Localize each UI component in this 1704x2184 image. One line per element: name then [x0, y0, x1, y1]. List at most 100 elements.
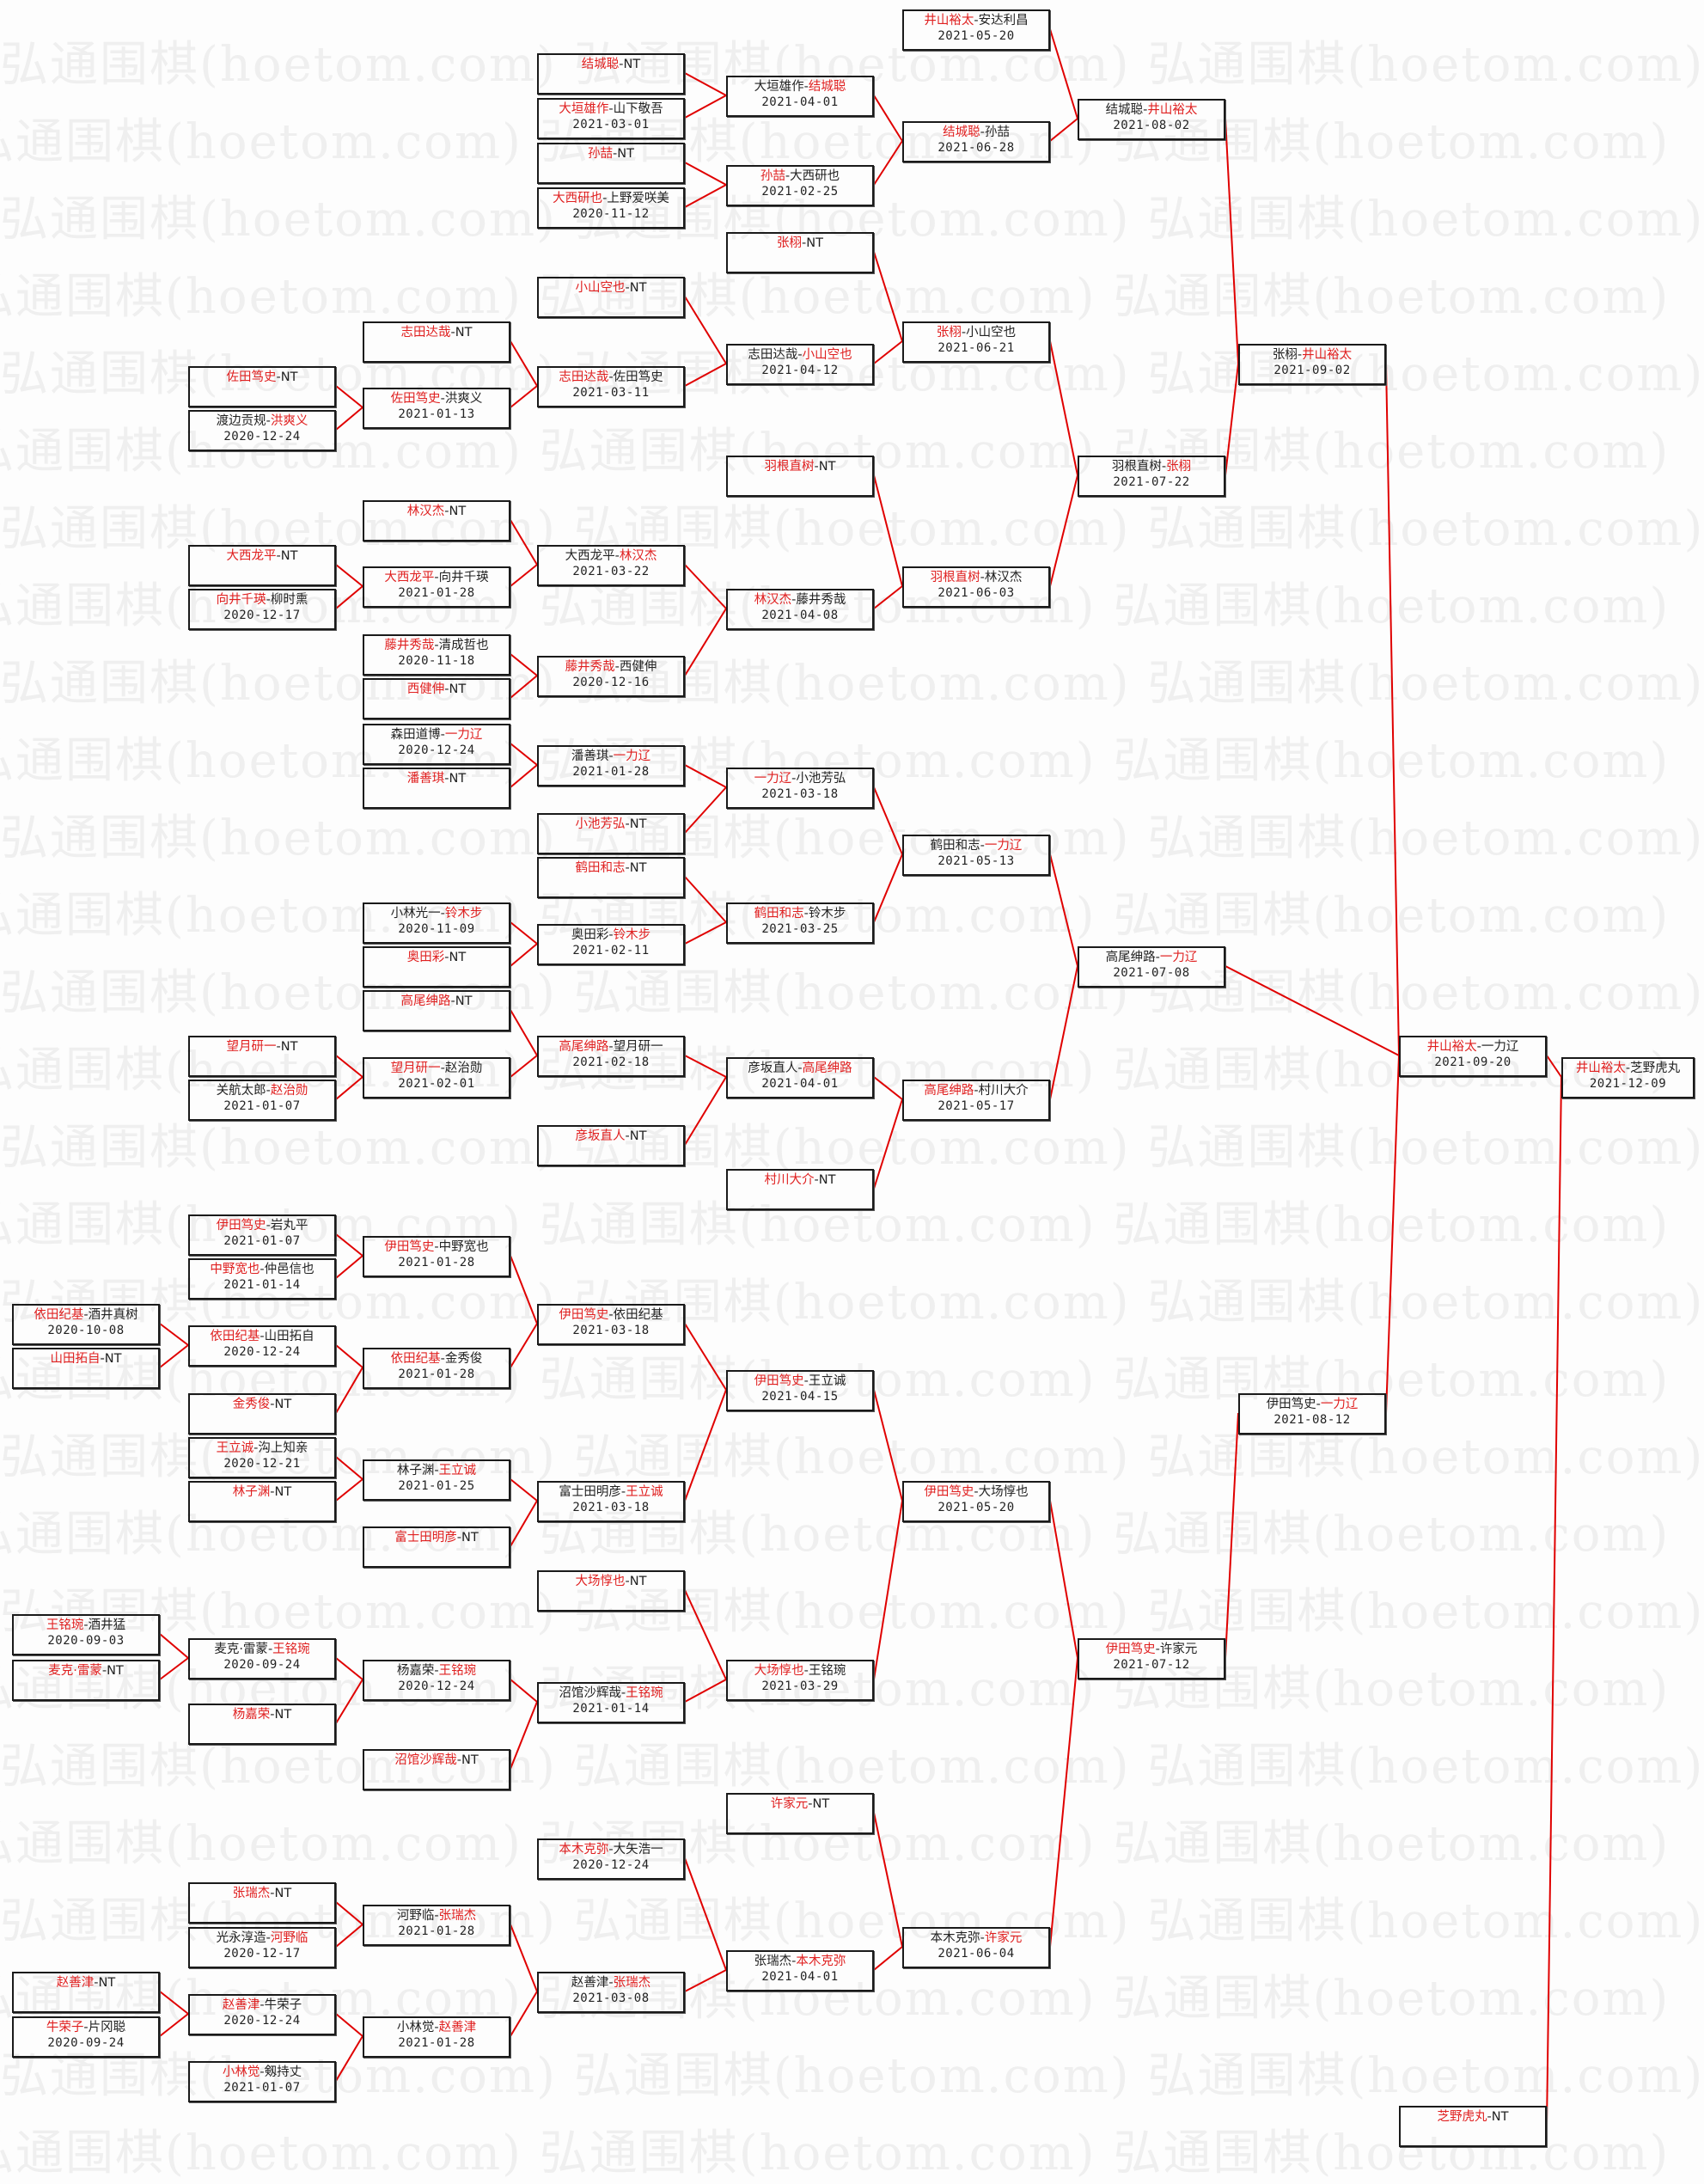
player-1: 鹤田和志	[930, 839, 980, 853]
match-players: 依田纪基-山田拓自	[210, 1330, 314, 1343]
player-1: 依田纪基	[390, 1352, 441, 1366]
separator: -	[440, 392, 445, 406]
connector-line	[1225, 1412, 1239, 1659]
match-date: 2021-01-28	[398, 1256, 475, 1269]
match-box: 高尾绅路-村川大介 2021-05-17	[902, 1080, 1050, 1121]
player-1: 高尾绅路	[1105, 951, 1156, 964]
player-1: 芝野虎丸	[1437, 2110, 1487, 2124]
player-2: 牛荣子	[264, 1998, 302, 2012]
player-2: 王铭琬	[808, 1664, 846, 1678]
connector-line	[335, 407, 363, 431]
separator: -	[961, 326, 967, 340]
match-players: 一力辽-小池芳弘	[754, 772, 846, 786]
match-box: 牛荣子-片冈聪 2020-09-24	[12, 2016, 160, 2058]
connector-line	[684, 1589, 727, 1680]
connector-line	[159, 2013, 189, 2037]
player-2: 河野临	[270, 1931, 308, 1945]
separator: -	[260, 1330, 265, 1343]
match-players: 村川大介-NT	[765, 1173, 836, 1187]
match-players: 高尾绅路-望月研一	[559, 1040, 663, 1054]
player-2: 柳时熏	[270, 593, 308, 607]
separator: -	[785, 169, 791, 183]
connector-line	[684, 1969, 727, 1992]
connector-line	[1049, 853, 1078, 967]
match-players: 金秀俊-NT	[233, 1398, 291, 1411]
separator: -	[1155, 951, 1160, 964]
player-1: 小林光一	[390, 907, 441, 921]
player-1: 高尾绅路	[400, 994, 451, 1008]
connector-line	[1049, 340, 1078, 476]
player-1: 沼馆沙辉哉	[559, 1686, 621, 1700]
match-box: 麦克·雷蒙-NT	[12, 1660, 160, 1701]
match-box: 高尾绅路-NT	[363, 990, 510, 1031]
match-players: 张瑞杰-NT	[233, 1887, 291, 1900]
match-players: 结城聪-孙喆	[943, 125, 1010, 139]
match-players: 光永淳造-河野临	[217, 1931, 308, 1945]
player-2: 向井千瑛	[438, 571, 489, 584]
player-1: 张栩	[1272, 348, 1298, 362]
connector-line	[684, 95, 727, 119]
separator: -	[267, 1643, 273, 1656]
match-date: 2021-05-13	[938, 854, 1015, 868]
separator: -	[434, 571, 439, 584]
match-date: 2021-03-22	[572, 565, 650, 578]
separator: -	[434, 639, 439, 652]
connector-line	[335, 564, 363, 587]
match-box: 依田纪基-山田拓自 2020-12-24	[188, 1325, 336, 1367]
separator: -	[434, 1240, 439, 1254]
player-1: 小池芳弘	[575, 817, 626, 831]
player-2: 结城聪	[808, 80, 846, 94]
match-date: 2021-07-08	[1113, 966, 1190, 980]
match-players: 伊田笃史-依田纪基	[559, 1308, 663, 1322]
player-2: 王铭琬	[438, 1664, 477, 1678]
match-date: 2021-04-15	[761, 1390, 839, 1404]
match-players: 孙喆-NT	[588, 147, 634, 161]
match-box: 本木克弥-大矢浩一 2020-12-24	[537, 1838, 685, 1880]
match-date: 2020-12-24	[223, 2014, 301, 2028]
player-2: 藤井秀哉	[796, 593, 846, 607]
match-box: 羽根直树-NT	[726, 456, 874, 497]
connector-line	[510, 340, 538, 387]
match-box: 大垣雄作-结城聪 2021-04-01	[726, 76, 874, 117]
match-players: 井山裕太-一力辽	[1427, 1040, 1519, 1054]
separator: -	[440, 1352, 445, 1366]
connector-line	[1049, 965, 1078, 1100]
match-box: 小林觉-赵善津 2021-01-28	[363, 2016, 510, 2058]
separator: -	[270, 1485, 275, 1499]
player-1: 伊田笃史	[1105, 1643, 1156, 1656]
match-box: 鹤田和志-一力辽 2021-05-13	[902, 835, 1050, 876]
match-players: 王铭琬-酒井猛	[46, 1618, 125, 1632]
match-box: 井山裕太-安达利昌 2021-05-20	[902, 9, 1050, 51]
connector-line	[335, 1233, 363, 1257]
match-date: 2021-01-13	[398, 407, 475, 421]
match-box: 大西龙平-向井千瑛 2021-01-28	[363, 566, 510, 608]
match-players: 依田纪基-酒井真树	[34, 1308, 137, 1322]
connector-line	[684, 564, 727, 609]
match-box: 伊田笃史-许家元 2021-07-12	[1078, 1638, 1225, 1679]
connector-line	[335, 1456, 363, 1480]
player-1: 张瑞杰	[232, 1887, 271, 1900]
player-1: 关航太郎	[216, 1084, 266, 1098]
match-date: 2021-04-01	[761, 95, 839, 109]
match-date: 2021-03-11	[572, 386, 650, 400]
connector-line	[510, 1055, 538, 1078]
player-2: 小山空也	[966, 326, 1017, 340]
player-2: 一力辽	[1159, 951, 1198, 964]
player-2: 许家元	[1159, 1643, 1198, 1656]
match-date: 2020-12-17	[223, 1947, 301, 1961]
match-box: 大场惇也-NT	[537, 1570, 685, 1612]
player-2: NT	[280, 370, 298, 384]
player-1: 奥田彩	[406, 951, 445, 964]
match-players: 渡边贡规-洪爽义	[217, 414, 308, 428]
connector-line	[1049, 118, 1078, 142]
player-1: 志田达哉	[559, 370, 609, 384]
match-players: 羽根直树-张栩	[1112, 460, 1191, 474]
match-box: 高尾绅路-一力辽 2021-07-08	[1078, 946, 1225, 988]
player-2: 张瑞杰	[438, 1909, 477, 1923]
match-date: 2020-09-03	[47, 1634, 125, 1648]
connector-line	[1049, 1657, 1078, 1948]
separator: -	[620, 1686, 626, 1700]
match-box: 依田纪基-酒井真树 2020-10-08	[12, 1304, 160, 1345]
player-1: 伊田笃史	[384, 1240, 435, 1254]
